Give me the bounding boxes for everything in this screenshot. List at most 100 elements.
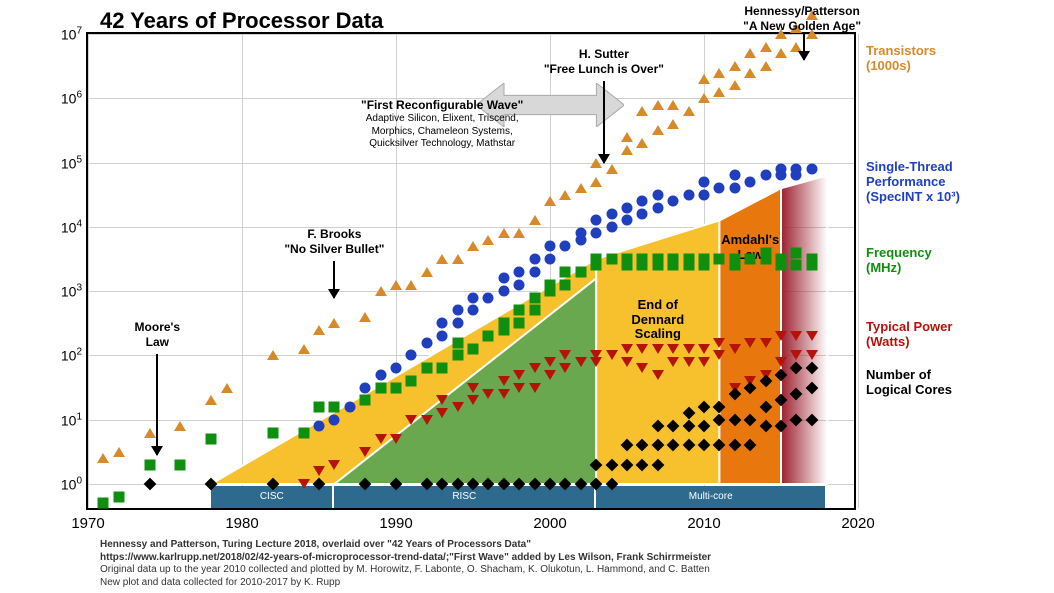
data-point-transistors	[436, 254, 448, 264]
y-axis-tick: 107	[34, 26, 82, 43]
y-axis-tick: 101	[34, 411, 82, 428]
data-point-transistors	[636, 106, 648, 116]
data-point-power	[775, 357, 787, 367]
x-axis-tick: 1990	[379, 515, 412, 532]
data-point-single_thread	[437, 318, 448, 329]
data-point-frequency	[468, 344, 479, 355]
data-point-single_thread	[514, 279, 525, 290]
data-point-single_thread	[745, 176, 756, 187]
data-point-power	[467, 395, 479, 405]
data-point-power	[713, 338, 725, 348]
data-point-transistors	[729, 80, 741, 90]
data-point-frequency	[699, 254, 710, 265]
data-point-single_thread	[344, 401, 355, 412]
data-point-single_thread	[637, 209, 648, 220]
data-point-transistors	[498, 228, 510, 238]
data-point-frequency	[606, 254, 617, 265]
data-point-power	[713, 350, 725, 360]
data-point-single_thread	[729, 183, 740, 194]
data-point-frequency	[360, 395, 371, 406]
annotation-arrow-icon	[603, 81, 605, 163]
data-point-transistors	[667, 119, 679, 129]
data-point-frequency	[745, 254, 756, 265]
data-point-transistors	[698, 74, 710, 84]
data-point-power	[790, 331, 802, 341]
data-point-single_thread	[806, 164, 817, 175]
data-point-power	[621, 357, 633, 367]
data-point-transistors	[652, 100, 664, 110]
data-point-power	[636, 344, 648, 354]
data-point-power	[621, 344, 633, 354]
data-point-power	[313, 466, 325, 476]
data-point-single_thread	[591, 228, 602, 239]
data-point-transistors	[575, 183, 587, 193]
data-point-power	[790, 350, 802, 360]
data-point-power	[606, 350, 618, 360]
era-band: RISC	[334, 486, 596, 508]
data-point-frequency	[437, 363, 448, 374]
data-point-power	[544, 370, 556, 380]
data-point-single_thread	[699, 189, 710, 200]
data-point-frequency	[652, 254, 663, 265]
data-point-power	[575, 357, 587, 367]
data-point-transistors	[267, 350, 279, 360]
legend-item: Typical Power(Watts)	[866, 320, 1036, 350]
footer-line-4: New plot and data collected for 2010-201…	[100, 577, 960, 590]
data-point-frequency	[591, 254, 602, 265]
legend-item: Transistors(1000s)	[866, 44, 1036, 74]
data-point-frequency	[545, 279, 556, 290]
data-point-power	[667, 344, 679, 354]
data-point-single_thread	[452, 318, 463, 329]
data-point-transistors	[113, 447, 125, 457]
data-point-transistors	[621, 132, 633, 142]
data-point-power	[729, 344, 741, 354]
annotation-reconfigurable: "First Reconfigurable Wave"Adaptive Sili…	[352, 98, 532, 151]
data-point-transistors	[683, 106, 695, 116]
data-point-single_thread	[360, 382, 371, 393]
data-point-transistors	[144, 428, 156, 438]
data-point-transistors	[621, 145, 633, 155]
data-point-power	[513, 370, 525, 380]
annotation-sutter: H. Sutter"Free Lunch is Over"	[514, 47, 694, 77]
data-point-power	[559, 363, 571, 373]
data-point-frequency	[375, 382, 386, 393]
data-point-transistors	[760, 61, 772, 71]
data-point-frequency	[560, 279, 571, 290]
data-point-transistors	[221, 383, 233, 393]
data-point-frequency	[329, 401, 340, 412]
data-point-single_thread	[468, 305, 479, 316]
data-point-frequency	[529, 305, 540, 316]
data-point-transistors	[698, 93, 710, 103]
data-point-transistors	[513, 228, 525, 238]
annotation-arrow-icon	[156, 354, 158, 455]
annotation-arrow-icon	[803, 34, 805, 60]
data-point-power	[529, 383, 541, 393]
data-point-transistors	[174, 421, 186, 431]
data-point-frequency	[668, 254, 679, 265]
data-point-power	[375, 434, 387, 444]
chart-title: 42 Years of Processor Data	[100, 8, 383, 34]
data-point-frequency	[498, 318, 509, 329]
data-point-single_thread	[529, 266, 540, 277]
data-point-transistors	[636, 138, 648, 148]
x-axis-tick: 2000	[533, 515, 566, 532]
data-point-transistors	[744, 68, 756, 78]
data-point-transistors	[452, 254, 464, 264]
data-point-single_thread	[668, 196, 679, 207]
data-point-single_thread	[452, 305, 463, 316]
data-point-transistors	[744, 48, 756, 58]
footer-line-3: Original data up to the year 2010 collec…	[100, 564, 960, 577]
data-point-frequency	[406, 376, 417, 387]
data-point-single_thread	[622, 215, 633, 226]
x-axis-tick: 1980	[225, 515, 258, 532]
data-point-transistors	[729, 61, 741, 71]
data-point-single_thread	[729, 170, 740, 181]
data-point-single_thread	[699, 176, 710, 187]
data-point-power	[298, 479, 310, 489]
data-point-frequency	[483, 331, 494, 342]
data-point-frequency	[729, 254, 740, 265]
data-point-power	[328, 460, 340, 470]
data-point-frequency	[298, 427, 309, 438]
data-point-single_thread	[591, 215, 602, 226]
data-point-power	[652, 344, 664, 354]
